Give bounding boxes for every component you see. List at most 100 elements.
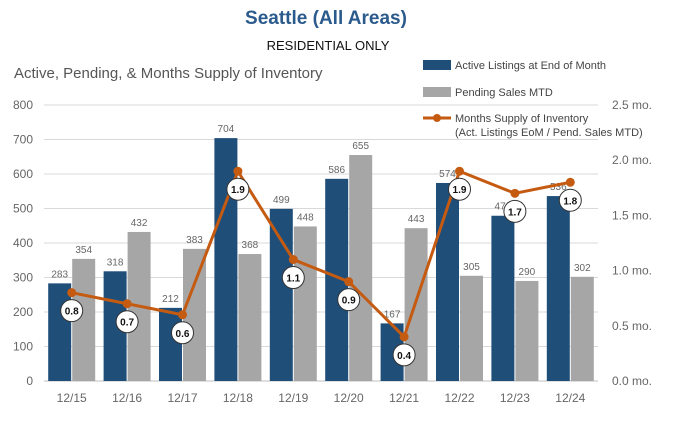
bar-pending-sales [72,258,96,381]
months-supply-series-line [71,169,571,339]
x-tick-label: 12/22 [444,391,474,405]
y2-tick-label: 2.5 mo. [612,98,652,112]
months-supply-value-label: 1.9 [231,185,245,196]
data-label-active: 318 [107,257,124,268]
months-supply-callout [448,177,471,201]
x-tick-label: 12/24 [555,391,585,405]
legend-label-pending: Pending Sales MTD [455,87,553,99]
y-tick-label: 100 [13,340,33,354]
months-supply-value-label: 0.9 [342,296,356,307]
data-label-active: 167 [384,309,401,320]
data-label-pending: 443 [408,214,425,225]
bar-active-listings [48,283,72,381]
x-tick-label: 12/15 [57,391,87,405]
y-tick-label: 700 [13,133,33,147]
data-label-pending: 302 [574,263,591,274]
months-supply-callout [171,321,194,345]
months-supply-value-label: 1.7 [508,207,522,218]
data-label-active: 212 [162,294,179,305]
bar-pending-sales [515,280,539,381]
bar-pending-sales [349,155,373,381]
x-tick-label: 12/17 [167,391,197,405]
data-label-pending: 305 [463,262,480,273]
legend-label-months-supply-formula: (Act. Listings EoM / Pend. Sales MTD) [455,127,643,139]
legend-label-active: Active Listings at End of Month [455,60,606,72]
bar-labels: 283 354 318 432 212 383 704 368 499 448 586 655 167 4… [51,124,591,320]
data-label-active: 536 [550,182,567,193]
months-supply-marker [344,277,354,287]
bar-active-listings [214,138,238,381]
y2-tick-label: 0.0 mo. [612,374,652,388]
data-label-active: 479 [495,202,512,213]
months-supply-callout [558,188,582,212]
months-supply-value-label: 0.7 [120,318,134,329]
y-tick-label: 300 [13,271,33,285]
bar-pending-sales [460,275,483,381]
y-tick-label: 400 [13,236,33,250]
months-supply-callout [226,177,250,201]
chart-title: Active, Pending, & Months Supply of Inve… [14,65,323,82]
y-tick-label: 200 [13,305,33,319]
months-supply-value-label: 0.4 [397,351,411,362]
y2-tick-label: 1.5 mo. [612,208,652,222]
subtitle: RESIDENTIAL ONLY [267,38,390,53]
months-supply-marker [565,177,575,187]
months-supply-marker [510,188,520,198]
legend: Active Listings at End of Month Pending … [423,60,643,139]
data-label-active: 499 [273,195,290,206]
bar-active-listings [325,178,349,381]
y-tick-label: 800 [13,98,33,112]
data-label-pending: 448 [297,212,314,223]
months-supply-line: 0.8 0.7 0.6 1.9 1.1 0.9 0.4 1.9 1.7 1.8 [60,166,582,367]
x-tick-label: 12/21 [389,391,419,405]
months-supply-callout [503,199,527,223]
legend-label-months-supply: Months Supply of Inventory [455,113,589,125]
data-label-active: 283 [51,269,68,280]
data-label-active: 574 [439,169,456,180]
y-tick-label: 500 [13,202,33,216]
months-supply-marker [288,255,298,265]
y-tick-label: 0 [26,374,33,388]
months-supply-marker [67,288,77,298]
data-label-pending: 655 [352,141,369,152]
data-label-active: 586 [328,165,345,176]
months-supply-callout [337,288,361,312]
x-tick-label: 12/23 [500,391,530,405]
data-label-pending: 432 [131,218,148,229]
bar-active-listings [380,323,404,381]
months-supply-marker [178,310,187,320]
y2-tick-label: 0.5 mo. [612,319,652,333]
bars [48,138,594,381]
data-label-pending: 354 [75,245,92,256]
bar-pending-sales [570,276,594,381]
bar-active-listings [159,307,182,381]
months-supply-callout [115,310,139,334]
data-label-pending: 383 [186,235,203,246]
months-supply-marker [455,166,464,176]
bar-pending-sales [183,248,206,381]
months-supply-marker [122,299,132,309]
legend-swatch-active [423,60,451,70]
bar-pending-sales [293,226,317,381]
months-supply-value-label: 1.1 [286,274,300,285]
months-supply-value-label: 0.8 [65,307,79,318]
months-supply-value-label: 1.8 [563,196,577,207]
data-label-pending: 290 [519,267,536,278]
main-title: Seattle (All Areas) [245,8,407,29]
x-tick-label: 12/20 [334,391,364,405]
months-supply-marker [399,332,409,342]
bar-active-listings [436,182,459,381]
data-label-pending: 368 [242,240,259,251]
bar-active-listings [269,208,293,381]
x-tick-label: 12/18 [223,391,253,405]
x-tick-label: 12/19 [278,391,308,405]
months-supply-marker [233,166,243,176]
months-supply-value-label: 0.6 [176,329,190,340]
y-tick-label: 600 [13,167,33,181]
months-supply-value-label: 1.9 [453,185,467,196]
bar-pending-sales [238,254,262,381]
y2-tick-label: 1.0 mo. [612,264,652,278]
y2-tick-label: 2.0 mo. [612,153,652,167]
legend-swatch-pending [423,87,451,97]
